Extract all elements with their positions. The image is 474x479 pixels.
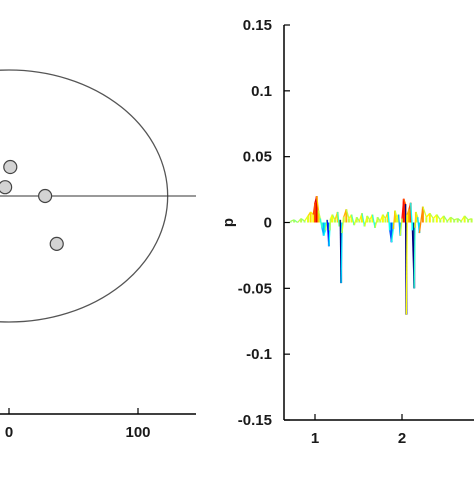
left-scatter-panel: 0 100 [0, 69, 196, 441]
spectrum-line-segment-55 [405, 214, 408, 315]
spectrum-line-segment-74 [453, 217, 458, 221]
right-y-tick-label-1: -0.1 [246, 346, 272, 363]
spectrum-line-segment-36 [366, 215, 371, 221]
right-y-tick-label-6: 0.15 [243, 17, 272, 34]
spectrum-line-segment-6 [307, 211, 312, 217]
spectrum-line-segment-77 [464, 215, 469, 221]
left-x-tick-label-1: 100 [125, 424, 150, 441]
spectrum-line-segment-56 [406, 209, 410, 215]
spectrum-line-segment-18 [329, 218, 332, 231]
spectrum-line-segment-20 [331, 214, 336, 221]
spectrum-line-segment-17 [328, 230, 331, 247]
spectrum-line-segment-26 [341, 217, 345, 234]
data-point-3 [49, 236, 64, 251]
spectrum-line-segment-47 [392, 210, 396, 230]
data-point-2 [38, 188, 53, 204]
data-point-0 [3, 159, 18, 175]
spectrum-line-segment-28 [345, 209, 350, 219]
spectrum-line-segment-14 [323, 230, 327, 236]
right-line-panel: -0.15 -0.1 -0.05 0 0.05 0.1 0.15 1 2 p [220, 17, 474, 447]
spectrum-line-segment-75 [457, 218, 462, 222]
spectrum-line-segment-52 [401, 198, 405, 219]
spectrum-line-segment-38 [371, 214, 376, 228]
spectrum-line-segment-25 [340, 233, 343, 284]
spectrum-line-segment-4 [300, 218, 305, 222]
spectrum-line-segment-39 [374, 217, 379, 228]
spectrum-line-segment-8 [312, 202, 316, 215]
right-y-tick-label-0: -0.15 [238, 412, 272, 429]
spectrum-line-segment-34 [361, 213, 366, 227]
spectrum-line-segment-48 [394, 210, 398, 218]
right-y-axis-title: p [220, 218, 237, 227]
spectrum-line-segment-61 [414, 211, 417, 228]
spectrum-line-segment-5 [304, 215, 309, 222]
spectrum-line-segment-66 [425, 212, 431, 218]
right-y-tick-label-3: 0 [264, 215, 272, 232]
right-y-tick-label-5: 0.1 [251, 83, 272, 100]
spectrum-line-segment-78 [467, 217, 472, 221]
spectrum-line-segment-69 [436, 214, 441, 221]
spectrum-line-segment-64 [418, 206, 424, 234]
spectrum-line-segment-68 [432, 214, 438, 219]
spectrum-line-segment-67 [429, 212, 434, 219]
spectrum-line-segment-53 [403, 198, 407, 205]
spectrum-line-segment-44 [387, 211, 391, 231]
right-y-tick-label-4: 0.05 [243, 149, 272, 166]
spectrum-line-segment-51 [399, 218, 403, 236]
left-x-tick-label-0: 0 [5, 424, 13, 441]
spectrum-line-segment-12 [319, 218, 323, 228]
spectrum-line-segment-33 [358, 213, 363, 222]
spectrum-line-segment-46 [390, 228, 394, 243]
spectrum-line-segment-35 [363, 215, 368, 227]
spectrum-line-segment-30 [350, 214, 355, 226]
spectrum-line-segment-31 [353, 217, 358, 226]
spectrum-line-segment-58 [410, 202, 414, 231]
spectrum-line-segment-13 [321, 227, 325, 236]
spectrum-line-segment-27 [343, 209, 347, 218]
spectrum-line-segment-65 [422, 206, 427, 218]
spectrum-line-segment-70 [439, 215, 445, 221]
spectrum-line-segment-41 [379, 214, 384, 222]
right-x-tick-label-1: 2 [398, 430, 406, 447]
data-point-1 [0, 180, 13, 195]
right-y-tick-label-2: -0.05 [238, 280, 272, 297]
spectrum-line-segment-10 [316, 196, 320, 211]
spectrum-line-segment-76 [460, 215, 466, 222]
spectrum-line-segment-3 [297, 218, 302, 223]
spectrum-line-segment-71 [443, 215, 448, 222]
spectrum-line-segment-2 [293, 219, 298, 224]
spectrum-line-segment-11 [317, 210, 321, 219]
spectrum-line-segment-72 [446, 216, 452, 222]
spectrum-line-segment-73 [450, 216, 455, 221]
spectrum-line-segment-60 [413, 227, 416, 289]
right-x-tick-label-0: 1 [311, 430, 319, 447]
spectrum-line-segment-1 [290, 219, 295, 222]
spectrum-line-segment-62 [415, 211, 419, 218]
